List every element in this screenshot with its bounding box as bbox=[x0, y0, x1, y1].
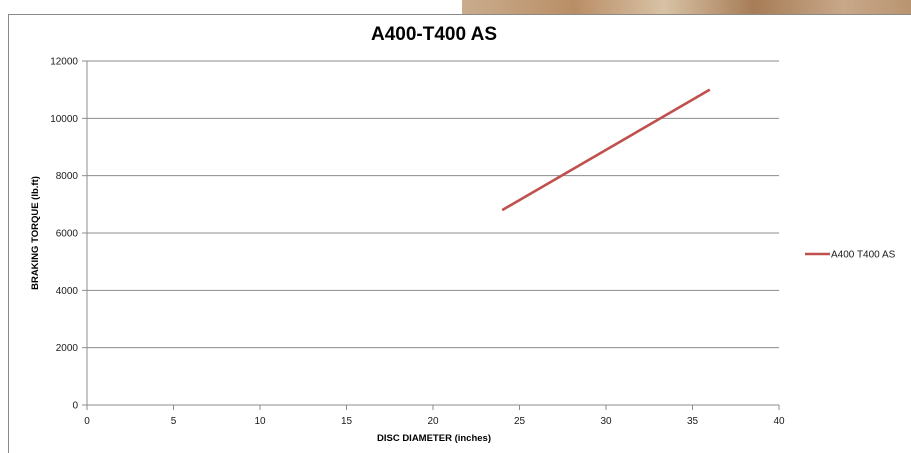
x-tick-label: 25 bbox=[514, 416, 526, 427]
x-tick-label: 10 bbox=[254, 416, 266, 427]
series bbox=[501, 88, 711, 212]
chart-title: A400-T400 AS bbox=[371, 24, 497, 45]
y-axis-title: BRAKING TORQUE (lb.ft) bbox=[30, 176, 41, 290]
gridlines bbox=[87, 60, 779, 349]
background-photo bbox=[462, 0, 911, 14]
legend: A400 T400 AS bbox=[805, 250, 896, 261]
x-axis-title: DISC DIAMETER (inches) bbox=[377, 433, 491, 444]
x-tick-label: 30 bbox=[600, 416, 612, 427]
x-tick-label: 20 bbox=[427, 416, 439, 427]
background-photo-strip bbox=[0, 0, 911, 14]
x-tick-label: 15 bbox=[341, 416, 353, 427]
x-tick-label: 5 bbox=[171, 416, 177, 427]
legend-label: A400 T400 AS bbox=[831, 250, 896, 261]
y-tick-label: 0 bbox=[72, 401, 78, 412]
y-tick-label: 4000 bbox=[56, 286, 79, 297]
x-tick-label: 35 bbox=[687, 416, 699, 427]
y-tick-labels: 0 2000 4000 6000 8000 10000 12000 bbox=[50, 57, 78, 412]
y-tick-label: 6000 bbox=[56, 229, 79, 240]
y-tick-label: 10000 bbox=[50, 114, 78, 125]
x-tick-labels: 0 5 10 15 20 25 30 35 40 bbox=[84, 416, 785, 427]
x-tick-label: 40 bbox=[773, 416, 785, 427]
x-tick-label: 0 bbox=[84, 416, 90, 427]
y-tick-label: 2000 bbox=[56, 343, 79, 354]
y-tick-label: 12000 bbox=[50, 57, 78, 68]
axes bbox=[82, 60, 780, 410]
y-tick-label: 8000 bbox=[56, 171, 79, 182]
series-line bbox=[501, 88, 711, 212]
